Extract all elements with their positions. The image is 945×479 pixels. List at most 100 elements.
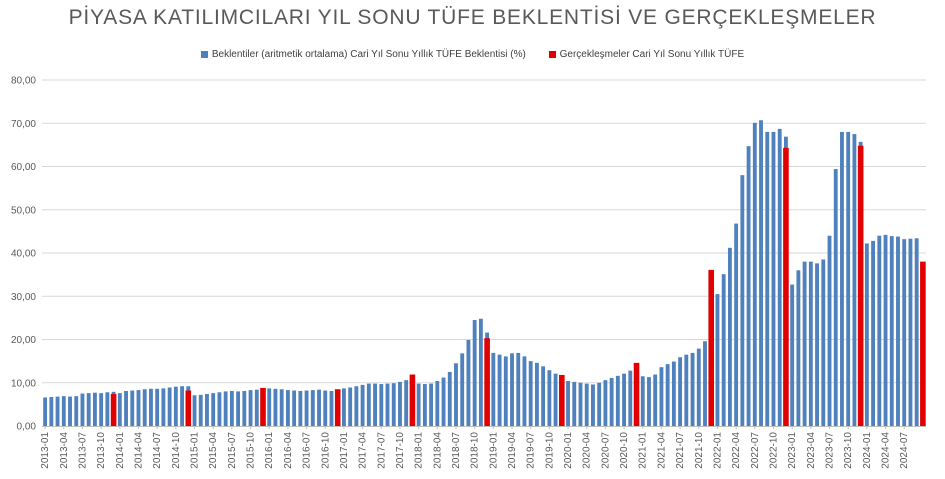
bar-expectation <box>248 390 253 426</box>
bar-expectation <box>142 389 147 426</box>
bar-expectation <box>746 146 751 427</box>
y-tick-label: 20,00 <box>11 335 36 346</box>
bar-expectation <box>173 386 178 426</box>
bar-expectation <box>49 397 54 426</box>
bar-expectation <box>727 247 732 426</box>
legend-label-expectation: Beklentiler (aritmetik ortalama) Cari Yı… <box>211 49 526 60</box>
bar-expectation <box>765 131 770 426</box>
bar-expectation <box>777 128 782 426</box>
bar-expectation <box>285 390 290 426</box>
bar-expectation <box>690 352 695 426</box>
bar-expectation <box>341 388 346 426</box>
bar-expectation <box>534 362 539 426</box>
bar-realization <box>484 338 490 426</box>
x-tick-label: 2013-10 <box>96 432 107 469</box>
bar-expectation <box>566 381 570 426</box>
bar-expectation <box>360 384 365 426</box>
x-tick-label: 2021-04 <box>656 432 667 469</box>
bar-expectation <box>404 380 409 426</box>
bar-expectation <box>684 354 689 426</box>
x-tick-label: 2023-04 <box>806 432 817 469</box>
bar-expectation <box>591 384 595 426</box>
bar-expectation <box>671 361 676 426</box>
bar-expectation <box>503 356 508 426</box>
bar-expectation <box>273 388 278 426</box>
x-tick-label: 2014-04 <box>133 432 144 469</box>
bar-expectation <box>447 371 452 426</box>
bar-expectation <box>659 367 664 426</box>
x-tick-label: 2022-07 <box>750 432 761 469</box>
x-tick-label: 2020-10 <box>619 432 630 469</box>
bar-expectation <box>491 352 496 426</box>
bar-expectation <box>229 390 234 426</box>
x-tick-label: 2016-07 <box>302 432 313 469</box>
legend-item-expectation: Beklentiler (aritmetik ortalama) Cari Yı… <box>200 49 526 60</box>
x-tick-label: 2015-10 <box>246 432 257 469</box>
bar-expectation <box>833 169 838 426</box>
x-tick-label: 2019-01 <box>488 432 499 469</box>
bar-expectation <box>323 390 328 426</box>
bar-expectation <box>628 370 633 426</box>
bar-expectation <box>242 390 247 426</box>
bar-expectation <box>155 388 160 426</box>
bar-realization <box>110 393 117 426</box>
bar-expectation <box>43 397 48 426</box>
bar-expectation <box>379 384 384 426</box>
x-tick-label: 2021-01 <box>638 432 649 469</box>
bar-expectation <box>734 223 739 426</box>
bar-expectation <box>715 294 720 426</box>
bar-expectation <box>205 393 209 426</box>
bar-expectation <box>267 388 272 426</box>
x-tick-label: 2016-04 <box>283 432 294 469</box>
x-tick-label: 2014-01 <box>115 432 126 469</box>
bar-expectation <box>653 374 658 426</box>
x-tick-label: 2021-10 <box>694 432 705 469</box>
bar-realization <box>260 387 266 426</box>
bar-expectation <box>416 383 421 426</box>
x-tick-label: 2015-01 <box>190 432 201 469</box>
y-tick-label: 0,00 <box>17 422 37 433</box>
chart-title: PİYASA KATILIMCILARI YIL SONU TÜFE BEKLE… <box>68 6 877 29</box>
y-tick-label: 30,00 <box>11 292 36 303</box>
bar-expectation <box>665 364 670 426</box>
x-tick-label: 2024-01 <box>862 432 873 469</box>
bar-expectation <box>441 377 446 426</box>
bar-expectation <box>752 122 757 426</box>
bar-realization <box>559 374 565 426</box>
bar-expectation <box>192 395 197 426</box>
bar-expectation <box>454 363 458 426</box>
bar-expectation <box>740 175 745 426</box>
bar-expectation <box>391 383 396 426</box>
bar-expectation <box>497 354 502 426</box>
y-tick-label: 60,00 <box>11 162 36 173</box>
bar-expectation <box>790 284 795 426</box>
bar-expectation <box>703 341 707 426</box>
bar-expectation <box>124 390 128 426</box>
x-tick-label: 2015-07 <box>227 432 238 469</box>
legend: Beklentiler (aritmetik ortalama) Cari Yı… <box>0 49 945 60</box>
bar-expectation <box>908 238 913 426</box>
x-tick-label: 2021-07 <box>675 432 686 469</box>
bar-expectation <box>161 388 166 426</box>
bar-expectation <box>348 387 353 426</box>
x-tick-label: 2018-04 <box>432 432 443 469</box>
bar-expectation <box>304 390 309 426</box>
y-tick-label: 70,00 <box>11 119 36 130</box>
bar-expectation <box>640 376 645 426</box>
bar-expectation <box>541 366 546 426</box>
bar-expectation <box>827 235 832 426</box>
bar-expectation <box>528 361 533 426</box>
bar-expectation <box>68 396 72 426</box>
bar-expectation <box>883 234 888 426</box>
bar-expectation <box>547 370 552 426</box>
bar-expectation <box>466 339 471 426</box>
bar-expectation <box>55 396 60 426</box>
bar-expectation <box>130 390 135 426</box>
x-tick-label: 2013-04 <box>59 432 70 469</box>
legend-label-realization: Gerçekleşmeler Cari Yıl Sonu Yıllık TÜFE <box>559 49 745 60</box>
x-tick-label: 2020-01 <box>563 432 574 469</box>
bar-expectation <box>472 320 477 426</box>
bar-expectation <box>136 390 141 426</box>
